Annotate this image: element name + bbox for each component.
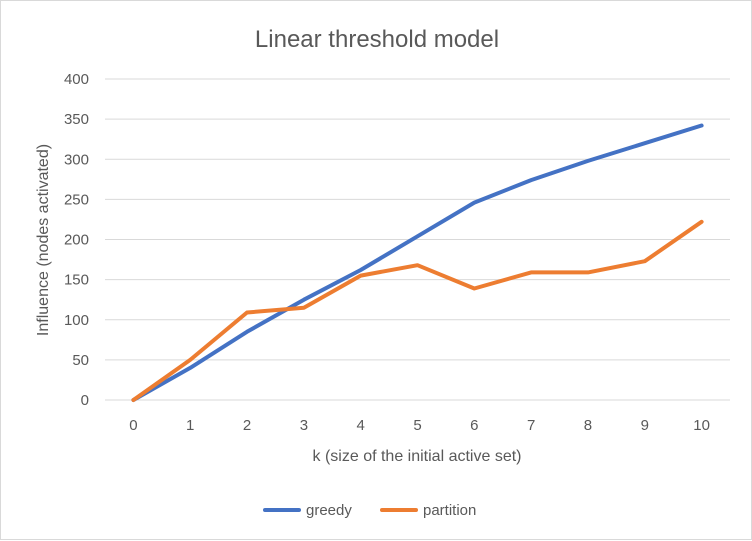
y-axis-ticks: 0 50 100 150 200 250 300 350 400 bbox=[64, 71, 89, 409]
x-tick-label-9: 9 bbox=[641, 417, 649, 434]
x-tick-label-7: 7 bbox=[527, 417, 535, 434]
x-axis-label: k (size of the initial active set) bbox=[313, 448, 522, 465]
legend: greedy partition bbox=[263, 502, 476, 519]
x-tick-label-6: 6 bbox=[470, 417, 478, 434]
y-axis-label: Influence (nodes activated) bbox=[35, 144, 52, 336]
y-tick-label-200: 200 bbox=[64, 232, 89, 249]
x-tick-label-0: 0 bbox=[129, 417, 137, 434]
x-tick-label-10: 10 bbox=[693, 417, 710, 434]
y-tick-label-150: 150 bbox=[64, 272, 89, 289]
legend-label-greedy: greedy bbox=[306, 502, 352, 519]
y-tick-label-50: 50 bbox=[72, 352, 89, 369]
series-line-partition bbox=[131, 219, 704, 402]
y-tick-label-100: 100 bbox=[64, 312, 89, 329]
y-tick-label-400: 400 bbox=[64, 71, 89, 88]
series-line-greedy bbox=[131, 123, 704, 402]
series-lines bbox=[131, 123, 704, 402]
y-tick-label-350: 350 bbox=[64, 111, 89, 128]
legend-label-partition: partition bbox=[423, 502, 476, 519]
x-tick-label-5: 5 bbox=[413, 417, 421, 434]
chart-title: Linear threshold model bbox=[255, 26, 499, 53]
x-tick-label-2: 2 bbox=[243, 417, 251, 434]
gridlines bbox=[105, 78, 730, 401]
x-tick-label-8: 8 bbox=[584, 417, 592, 434]
x-axis-ticks: 0 1 2 3 4 5 6 7 8 9 10 bbox=[129, 417, 710, 434]
x-tick-label-4: 4 bbox=[357, 417, 365, 434]
y-tick-label-0: 0 bbox=[81, 392, 89, 409]
x-tick-label-3: 3 bbox=[300, 417, 308, 434]
y-tick-label-250: 250 bbox=[64, 191, 89, 208]
y-tick-label-300: 300 bbox=[64, 151, 89, 168]
x-tick-label-1: 1 bbox=[186, 417, 194, 434]
